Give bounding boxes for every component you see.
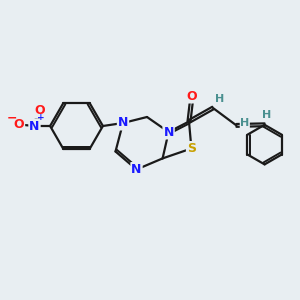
- Text: N: N: [118, 116, 128, 130]
- Text: O: O: [14, 118, 24, 131]
- Text: H: H: [240, 118, 249, 128]
- Text: N: N: [131, 163, 142, 176]
- Text: O: O: [34, 104, 45, 118]
- Text: −: −: [7, 111, 17, 124]
- Text: H: H: [262, 110, 271, 120]
- Text: +: +: [37, 113, 45, 122]
- Text: S: S: [187, 142, 196, 155]
- Text: N: N: [164, 125, 174, 139]
- Text: O: O: [187, 89, 197, 103]
- Text: N: N: [29, 119, 40, 133]
- Text: H: H: [215, 94, 224, 104]
